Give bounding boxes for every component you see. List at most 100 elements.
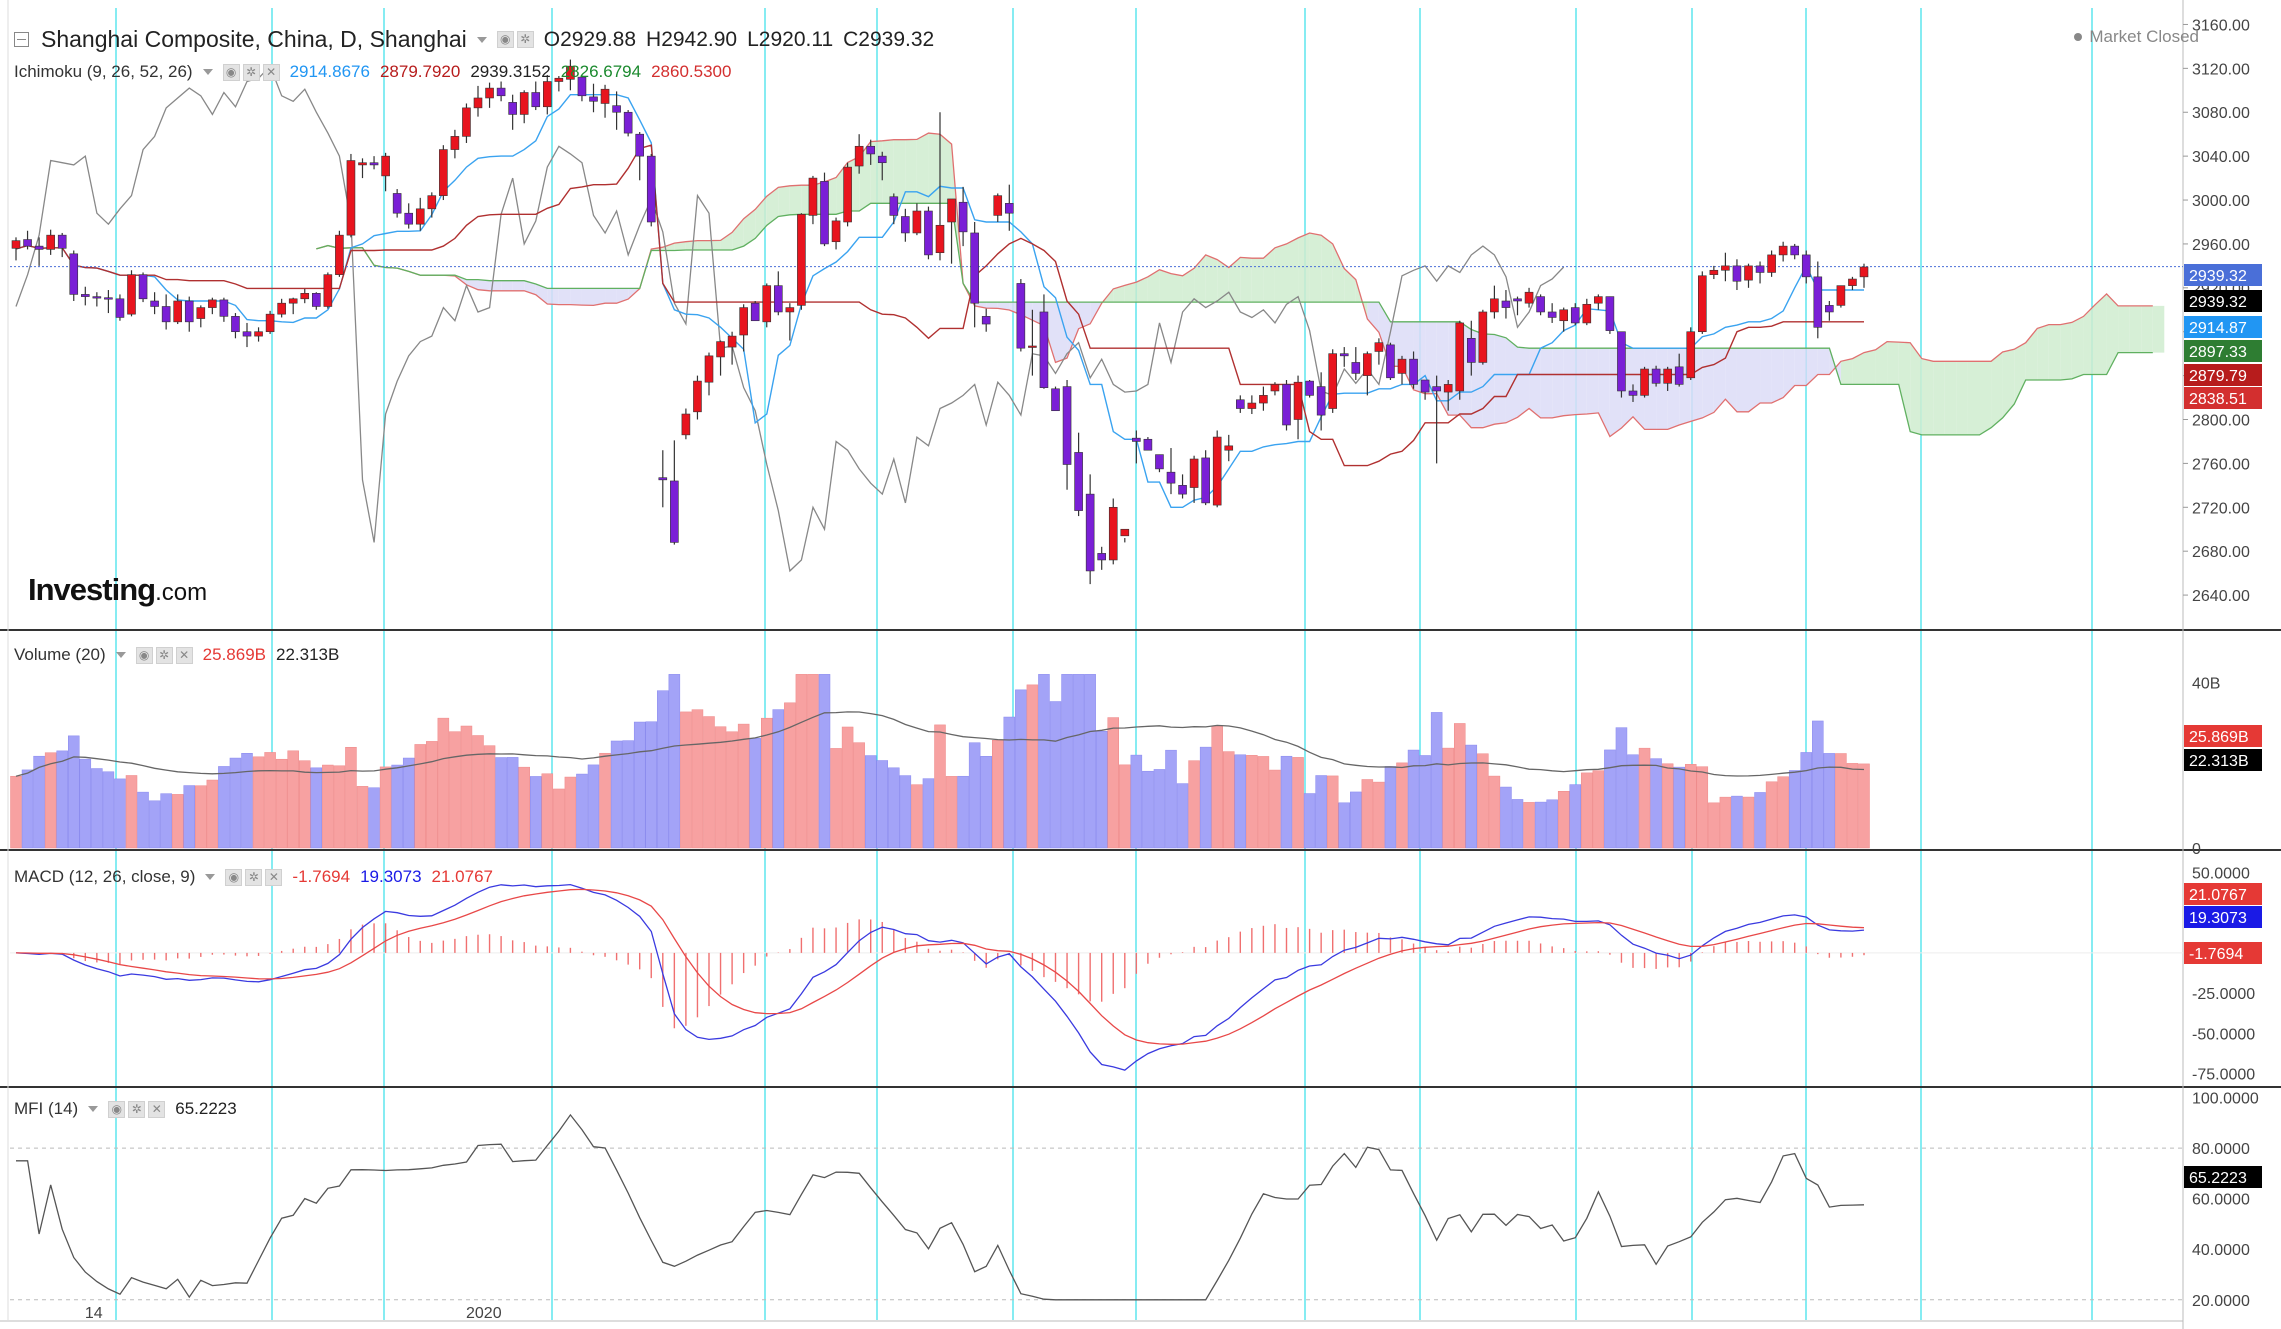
candle[interactable] xyxy=(150,292,159,315)
candle[interactable] xyxy=(173,294,182,325)
candle[interactable] xyxy=(1236,395,1245,413)
candle[interactable] xyxy=(1282,380,1291,431)
candle[interactable] xyxy=(46,229,55,255)
candle[interactable] xyxy=(670,440,679,545)
candle[interactable] xyxy=(11,237,21,261)
candle[interactable] xyxy=(92,292,102,307)
chevron-down-icon[interactable] xyxy=(202,69,213,75)
candle[interactable] xyxy=(1178,474,1187,499)
candle[interactable] xyxy=(104,290,113,314)
candle[interactable] xyxy=(34,237,44,266)
candle[interactable] xyxy=(1212,430,1222,508)
candle[interactable] xyxy=(981,308,991,332)
candle[interactable] xyxy=(600,84,610,118)
candle[interactable] xyxy=(519,90,529,124)
candle[interactable] xyxy=(69,250,79,301)
candle[interactable] xyxy=(231,313,240,339)
candle[interactable] xyxy=(1594,294,1603,310)
candle[interactable] xyxy=(462,103,471,143)
candle[interactable] xyxy=(1143,437,1153,451)
candle[interactable] xyxy=(254,327,263,342)
candle[interactable] xyxy=(161,294,171,330)
candle[interactable] xyxy=(1709,265,1719,280)
candle[interactable] xyxy=(831,217,841,250)
candle[interactable] xyxy=(612,91,621,130)
candle[interactable] xyxy=(1120,528,1130,543)
candle[interactable] xyxy=(739,304,748,352)
ichimoku-label[interactable]: Ichimoku (9, 26, 52, 26) xyxy=(14,62,193,81)
candle[interactable] xyxy=(1397,355,1407,385)
candle[interactable] xyxy=(23,230,32,250)
candle[interactable] xyxy=(866,139,876,165)
candle[interactable] xyxy=(369,156,379,170)
candle[interactable] xyxy=(924,206,933,260)
candle[interactable] xyxy=(704,352,714,396)
candle[interactable] xyxy=(1836,285,1846,308)
candle[interactable] xyxy=(1605,296,1615,334)
candle[interactable] xyxy=(1686,327,1696,380)
candle[interactable] xyxy=(57,232,67,258)
candle[interactable] xyxy=(693,375,702,420)
candle[interactable] xyxy=(1016,279,1026,352)
candle[interactable] xyxy=(1501,290,1511,319)
candle[interactable] xyxy=(1617,331,1626,398)
candle[interactable] xyxy=(1536,294,1545,316)
candle[interactable] xyxy=(958,186,968,247)
candle[interactable] xyxy=(404,203,414,229)
candle[interactable] xyxy=(1074,432,1083,517)
candle[interactable] xyxy=(1432,375,1441,464)
candle[interactable] xyxy=(208,297,217,315)
candle[interactable] xyxy=(1732,259,1742,291)
candle[interactable] xyxy=(381,152,390,192)
candle[interactable] xyxy=(508,94,517,130)
candle[interactable] xyxy=(485,82,494,108)
candle[interactable] xyxy=(820,172,829,247)
candle[interactable] xyxy=(1524,287,1534,308)
candle[interactable] xyxy=(115,294,125,321)
candle[interactable] xyxy=(1108,498,1118,565)
candle[interactable] xyxy=(1132,430,1141,464)
candle[interactable] xyxy=(1305,380,1314,398)
window-toggle-icon[interactable] xyxy=(14,32,29,47)
candle[interactable] xyxy=(1166,448,1176,495)
candle[interactable] xyxy=(392,189,402,218)
close-icon[interactable]: ✕ xyxy=(262,63,280,81)
candle[interactable] xyxy=(1420,379,1430,400)
candle[interactable] xyxy=(762,283,772,328)
eye-icon[interactable]: ◉ xyxy=(225,868,243,886)
eye-icon[interactable]: ◉ xyxy=(135,646,153,664)
candle[interactable] xyxy=(1374,338,1384,365)
candle[interactable] xyxy=(219,297,229,322)
candle[interactable] xyxy=(196,305,206,328)
candle[interactable] xyxy=(323,272,333,309)
candle[interactable] xyxy=(184,296,194,332)
eye-icon[interactable]: ◉ xyxy=(222,63,240,81)
chart-title[interactable]: Shanghai Composite, China, D, Shanghai xyxy=(41,26,467,52)
candle[interactable] xyxy=(450,129,460,159)
candle[interactable] xyxy=(1663,366,1672,391)
gear-icon[interactable]: ✲ xyxy=(242,63,260,81)
candle[interactable] xyxy=(1547,303,1557,323)
candle[interactable] xyxy=(1155,454,1164,473)
candle[interactable] xyxy=(646,153,656,227)
candle[interactable] xyxy=(808,175,818,225)
candle[interactable] xyxy=(311,292,321,310)
candle[interactable] xyxy=(623,110,633,137)
gear-icon[interactable]: ✲ xyxy=(245,868,263,886)
candle[interactable] xyxy=(1767,250,1776,277)
gear-icon[interactable]: ✲ xyxy=(128,1100,146,1118)
candle[interactable] xyxy=(635,132,645,181)
close-icon[interactable]: ✕ xyxy=(148,1100,166,1118)
candle[interactable] xyxy=(1028,309,1037,376)
candle[interactable] xyxy=(1363,351,1372,396)
candle[interactable] xyxy=(1339,347,1349,367)
candle[interactable] xyxy=(1859,263,1869,288)
candle[interactable] xyxy=(877,151,887,181)
chevron-down-icon[interactable] xyxy=(205,874,216,880)
candle[interactable] xyxy=(531,81,541,111)
candle[interactable] xyxy=(1270,382,1280,396)
candle[interactable] xyxy=(912,203,922,236)
candle[interactable] xyxy=(935,112,945,261)
candle[interactable] xyxy=(127,270,136,317)
